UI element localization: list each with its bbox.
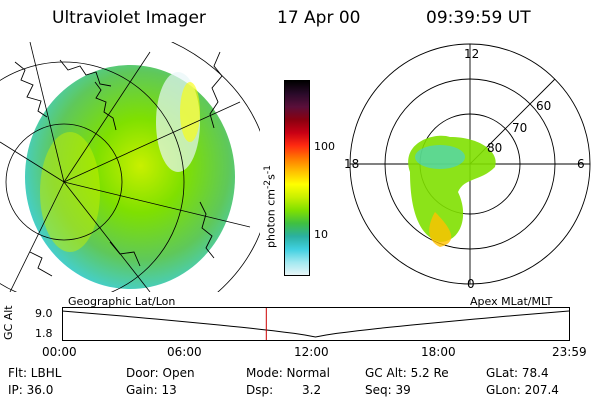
coastlines (14, 51, 223, 277)
date-label: 17 Apr 00 (277, 8, 361, 28)
oval-bright-spot (429, 212, 452, 247)
lat-label-70: 70 (512, 121, 527, 135)
ip-info: IP: 36.0 (8, 383, 54, 397)
glon-info: GLon: 207.4 (486, 383, 559, 397)
mlt-label-18: 18 (344, 157, 359, 171)
geo-caption: Geographic Lat/Lon (68, 295, 176, 308)
x-tick-1800: 18:00 (421, 345, 456, 359)
lat-label-80: 80 (487, 141, 502, 155)
alt-ytick-high: 9.0 (35, 307, 53, 320)
dsp-value: 3.2 (302, 383, 322, 397)
bright-region-3 (40, 132, 100, 252)
gc-alt-info: GC Alt: 5.2 Re (365, 366, 449, 380)
filter-info: Flt: LBHL (8, 366, 62, 380)
altitude-plot (62, 307, 570, 341)
color-scale-gradient (285, 81, 309, 275)
app-title: Ultraviolet Imager (52, 8, 206, 28)
colorbar-tick-100: 100 (314, 140, 335, 153)
seq-info: Seq: 39 (365, 383, 411, 397)
color-scale-bar (284, 80, 310, 276)
bright-region-2 (180, 82, 200, 142)
geographic-image-panel (0, 42, 260, 292)
mlt-label-0: 0 (467, 277, 475, 291)
glat-info: GLat: 78.4 (486, 366, 549, 380)
alt-plot-ylabel: GC Alt (2, 305, 15, 340)
x-tick-0600: 06:00 (167, 345, 202, 359)
dsp-label: Dsp: (246, 383, 274, 397)
colorbar-unit-label: photon cm-2s-1 (262, 165, 278, 248)
x-tick-0000: 00:00 (42, 345, 77, 359)
polar-caption: Apex MLat/MLT (470, 295, 553, 308)
colorbar-tick-10: 10 (314, 228, 328, 241)
altitude-curve (62, 310, 570, 338)
time-label: 09:39:59 UT (426, 8, 531, 28)
mlt-label-12: 12 (464, 47, 479, 61)
door-info: Door: Open (126, 366, 195, 380)
alt-ytick-low: 1.8 (35, 327, 53, 340)
x-tick-1200: 12:00 (294, 345, 329, 359)
gain-info: Gain: 13 (126, 383, 177, 397)
lat-label-60: 60 (536, 99, 551, 113)
mode-info: Mode: Normal (246, 366, 330, 380)
x-tick-2359: 23:59 (552, 345, 587, 359)
oval-dim-region (415, 145, 465, 169)
mlt-label-6: 6 (577, 157, 585, 171)
polar-mlt-panel: 12 6 0 18 60 70 80 (344, 43, 591, 291)
